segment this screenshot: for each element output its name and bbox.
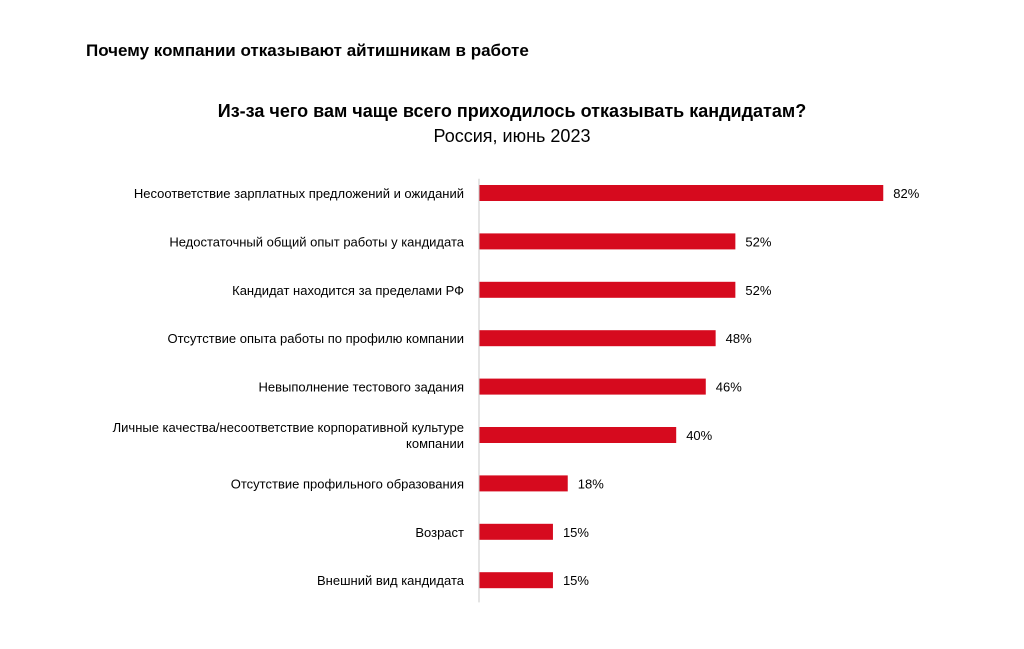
category-label-line: Возраст bbox=[415, 525, 464, 540]
category-label-line: Отсутствие профильного образования bbox=[231, 476, 464, 491]
bar-7 bbox=[479, 475, 568, 492]
category-label-line: Невыполнение тестового задания bbox=[259, 380, 464, 395]
data-label-1: 82% bbox=[893, 186, 919, 201]
category-label-6: Личные качества/несоответствие корпорати… bbox=[113, 420, 464, 451]
bar-9 bbox=[479, 572, 553, 589]
category-label-line: Кандидат находится за пределами РФ bbox=[232, 283, 464, 298]
category-label-5: Невыполнение тестового задания bbox=[259, 380, 464, 395]
category-label-line: Отсутствие опыта работы по профилю компа… bbox=[168, 331, 464, 346]
data-label-5: 46% bbox=[716, 380, 742, 395]
data-label-6: 40% bbox=[686, 428, 712, 443]
bar-2 bbox=[479, 233, 736, 250]
category-label-4: Отсутствие опыта работы по профилю компа… bbox=[168, 331, 464, 346]
category-label-3: Кандидат находится за пределами РФ bbox=[232, 283, 464, 298]
bar-4 bbox=[479, 330, 716, 347]
bar-1 bbox=[479, 185, 884, 201]
data-label-4: 48% bbox=[726, 331, 752, 346]
category-label-8: Возраст bbox=[415, 525, 464, 540]
bar-5 bbox=[479, 378, 706, 395]
category-label-7: Отсутствие профильного образования bbox=[231, 476, 464, 491]
category-label-line: Несоответствие зарплатных предложений и … bbox=[134, 186, 464, 201]
bar-3 bbox=[479, 281, 736, 298]
data-label-8: 15% bbox=[563, 525, 589, 540]
category-label-line: компании bbox=[406, 436, 464, 451]
data-label-3: 52% bbox=[745, 283, 771, 298]
bar-6 bbox=[479, 427, 677, 443]
data-label-9: 15% bbox=[563, 573, 589, 588]
chart-subtitle: Россия, июнь 2023 bbox=[433, 126, 591, 146]
page-heading: Почему компании отказывают айтишникам в … bbox=[86, 41, 529, 60]
bar-8 bbox=[479, 523, 553, 540]
category-label-line: Личные качества/несоответствие корпорати… bbox=[113, 420, 464, 435]
category-label-9: Внешний вид кандидата bbox=[317, 573, 465, 588]
data-label-7: 18% bbox=[578, 476, 604, 491]
chart-title: Из-за чего вам чаще всего приходилось от… bbox=[217, 101, 807, 121]
category-label-1: Несоответствие зарплатных предложений и … bbox=[134, 186, 464, 201]
category-label-line: Внешний вид кандидата bbox=[317, 573, 465, 588]
category-label-2: Недостаточный общий опыт работы у кандид… bbox=[169, 234, 464, 249]
data-label-2: 52% bbox=[745, 234, 771, 249]
category-label-line: Недостаточный общий опыт работы у кандид… bbox=[169, 234, 464, 249]
